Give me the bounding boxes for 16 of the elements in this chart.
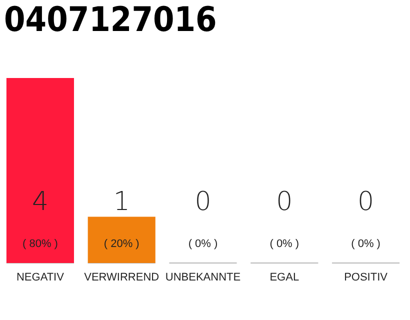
data-label: 1 (113, 187, 130, 217)
data-label: 0 (358, 187, 374, 217)
annotation: ( 20% ) (104, 238, 140, 250)
x-tick-label: UNBEKANNTE (165, 272, 241, 284)
x-tick-label: POSITIV (344, 272, 388, 284)
data-label: 4 (32, 187, 48, 217)
annotation: ( 80% ) (22, 238, 58, 250)
data-label: 0 (194, 187, 212, 217)
annotation: ( 0% ) (351, 238, 380, 250)
x-tick-label: EGAL (270, 272, 300, 284)
data-label: 0 (276, 187, 293, 217)
x-tick-label: VERWIRREND (84, 272, 160, 284)
annotation: ( 0% ) (270, 238, 300, 250)
chart-title: 0407127016 (4, 0, 217, 40)
x-tick-label: NEGATIV (16, 272, 65, 284)
annotation: ( 0% ) (188, 238, 218, 250)
